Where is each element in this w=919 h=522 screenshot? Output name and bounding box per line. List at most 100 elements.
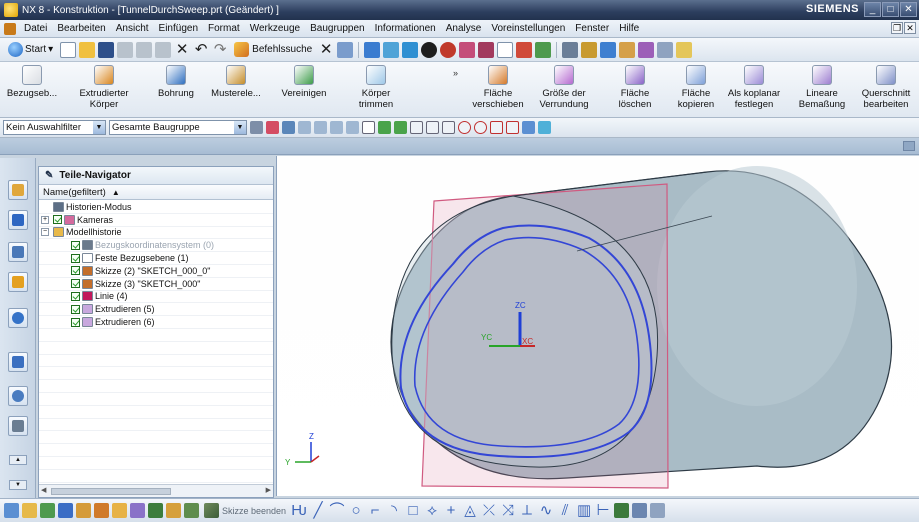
tree-row[interactable]: Linie (4) [39, 291, 273, 304]
minimize-button[interactable]: _ [864, 2, 881, 17]
part-navigator-tab[interactable] [8, 242, 28, 262]
redo-icon[interactable]: ↷ [213, 41, 227, 58]
menu-hilfe[interactable]: Hilfe [619, 23, 640, 34]
filter-settings-icon[interactable] [250, 121, 263, 134]
visibility-checkbox[interactable] [71, 266, 80, 276]
snap-on-curve-icon[interactable] [506, 121, 519, 134]
graphics-window[interactable]: ZC YC XC Z Y [276, 156, 919, 496]
studio-spline-icon[interactable]: ∿ [539, 502, 553, 519]
tree-row[interactable]: Feste Bezugsebene (1) [39, 252, 273, 265]
layer-visibility-icon[interactable] [478, 41, 495, 58]
constraints-icon[interactable] [614, 503, 630, 518]
blend-tool-icon[interactable] [130, 503, 145, 518]
snap-view-icon[interactable] [4, 503, 19, 518]
cut-icon[interactable] [117, 41, 134, 58]
ribbon-button-5[interactable]: Körper trimmen [346, 65, 406, 115]
scroll-up-button[interactable]: ▲ [9, 455, 27, 465]
undo-icon[interactable]: ↶ [194, 41, 208, 58]
snap-quadrant-icon[interactable] [474, 121, 487, 134]
general-selection-icon[interactable] [266, 121, 279, 134]
sketch-curve-outer[interactable] [399, 224, 653, 458]
menu-datei[interactable]: Datei [24, 23, 48, 34]
tree-row[interactable]: Extrudieren (6) [39, 316, 273, 329]
tree-row[interactable]: + Kameras [39, 214, 273, 227]
ribbon-button-3[interactable]: Musterele... [206, 65, 266, 115]
type-filter-select[interactable]: Kein Auswahlfilter ▼ [3, 120, 106, 135]
snap-center-icon[interactable] [458, 121, 471, 134]
menu-voreinstellungen[interactable]: Voreinstellungen [491, 23, 566, 34]
expand-icon[interactable]: + [41, 215, 49, 224]
ribbon-button-9[interactable]: Fläche kopieren [666, 65, 726, 115]
clock-tab[interactable] [8, 386, 28, 406]
save-icon[interactable] [98, 41, 115, 58]
line-icon[interactable]: ╱ [313, 502, 323, 519]
assembly-constraint-icon[interactable] [58, 503, 73, 518]
orient-view-icon[interactable] [402, 41, 419, 58]
menu-bearbeiten[interactable]: Bearbeiten [57, 23, 106, 34]
ribbon-button-6[interactable]: Fläche verschieben [468, 65, 528, 115]
tree-row[interactable]: Bezugskoordinatensystem (0) [39, 239, 273, 253]
visibility-checkbox[interactable] [71, 240, 80, 250]
nx-app-icon[interactable] [4, 3, 18, 17]
palette-icon[interactable] [619, 41, 636, 58]
drafting-icon[interactable] [166, 503, 181, 518]
profile-icon[interactable]: Ƕ [291, 502, 307, 519]
constraint-navigator-tab[interactable] [8, 210, 28, 230]
sketch-view-icon[interactable] [184, 503, 199, 518]
menu-ansicht[interactable]: Ansicht [115, 23, 149, 34]
new-file-icon[interactable] [60, 41, 77, 58]
tree-row[interactable]: Skizze (2) "SKETCH_000_0" [39, 265, 273, 278]
snap-line-icon[interactable] [410, 121, 423, 134]
scroll-left-icon[interactable]: ◀ [41, 487, 47, 494]
start-button[interactable]: Start ▾ [4, 42, 57, 57]
column-header-name[interactable]: Name(gefiltert) ▲ [39, 185, 273, 200]
quick-trim-icon[interactable]: ⤫ [483, 502, 496, 519]
scope-select[interactable]: Gesamte Baugruppe ▼ [109, 120, 247, 135]
scroll-thumb[interactable] [51, 488, 171, 495]
ribbon-button-1[interactable]: Extrudierter Körper [74, 65, 134, 115]
fit-view-icon[interactable] [364, 41, 381, 58]
snap-intersection-icon[interactable] [442, 121, 455, 134]
snap-endpoint-icon[interactable] [378, 121, 391, 134]
layer-icon[interactable] [676, 41, 693, 58]
command-finder-button[interactable]: Befehlssuche [231, 42, 315, 57]
sketch-curve-inner[interactable] [413, 236, 640, 448]
fillet-icon[interactable]: ⌐ [370, 502, 380, 519]
chamfer-icon[interactable]: ◝ [391, 502, 397, 519]
maximize-button[interactable]: □ [882, 2, 899, 17]
rectangle-icon[interactable]: □ [408, 502, 418, 519]
menu-format[interactable]: Format [208, 23, 240, 34]
select-body-icon[interactable] [314, 121, 327, 134]
list-icon[interactable] [657, 41, 674, 58]
polygon-icon[interactable]: ⟡ [427, 502, 437, 519]
feature-icon[interactable] [76, 503, 91, 518]
settings-icon[interactable] [581, 41, 598, 58]
circle-icon[interactable]: ○ [351, 502, 361, 519]
menu-fenster[interactable]: Fenster [575, 23, 610, 34]
menu-analyse[interactable]: Analyse [445, 23, 482, 34]
ribbon-button-10[interactable]: Als koplanar festlegen [724, 65, 784, 115]
tree-row[interactable]: Historien-Modus [39, 201, 273, 214]
arc-icon[interactable]: ⌒ [329, 502, 345, 519]
select-face-icon[interactable] [298, 121, 311, 134]
point-icon[interactable]: + [446, 502, 456, 519]
assembly-navigator-tab[interactable] [8, 180, 28, 200]
mdi-restore-button[interactable]: ❐ [891, 22, 903, 34]
select-curve-icon[interactable] [330, 121, 343, 134]
ribbon-button-7[interactable]: Größe der Verrundung [534, 65, 594, 115]
pin-icon[interactable]: ✎ [45, 170, 54, 181]
horizontal-scrollbar[interactable]: ◀ ▶ [39, 484, 273, 497]
datum-plane[interactable] [421, 183, 669, 489]
hole-tool-icon[interactable] [148, 503, 163, 518]
attribute-icon[interactable] [638, 41, 655, 58]
menu-informationen[interactable]: Informationen [374, 23, 436, 34]
auto-constrain-icon[interactable] [632, 503, 648, 518]
close-button[interactable]: ✕ [900, 2, 917, 17]
visibility-checkbox[interactable] [71, 253, 80, 263]
visibility-checkbox[interactable] [71, 304, 80, 314]
reuse-library-tab[interactable] [8, 272, 28, 292]
resource-toggle-icon[interactable] [903, 141, 915, 151]
tree-row[interactable]: Extrudieren (5) [39, 303, 273, 317]
show-hide-icon[interactable] [22, 503, 37, 518]
visibility-checkbox[interactable] [71, 279, 80, 289]
